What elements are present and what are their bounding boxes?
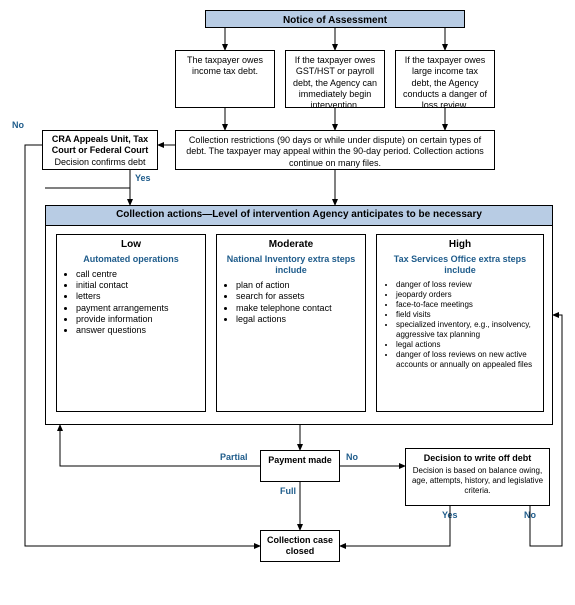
- list-item: payment arrangements: [76, 303, 200, 314]
- col-high-sub: Tax Services Office extra steps include: [382, 254, 538, 277]
- writeoff-title: Decision to write off debt: [411, 453, 544, 464]
- label-partial: Partial: [220, 452, 248, 462]
- noa-header: Notice of Assessment: [205, 10, 465, 28]
- col-low-sub: Automated operations: [62, 254, 200, 265]
- label-writeoff-yes: Yes: [442, 510, 458, 520]
- collection-actions-container: Collection actions—Level of intervention…: [45, 205, 553, 425]
- col-mod-items: plan of actionsearch for assetsmake tele…: [222, 280, 360, 325]
- list-item: legal actions: [236, 314, 360, 325]
- appeals-title: CRA Appeals Unit, Tax Court or Federal C…: [47, 134, 153, 157]
- label-writeoff-no: No: [524, 510, 536, 520]
- noa-left: The taxpayer owes income tax debt.: [175, 50, 275, 108]
- writeoff-sub: Decision is based on balance owing, age,…: [411, 466, 544, 496]
- list-item: jeopardy orders: [396, 290, 538, 300]
- payment-box: Payment made: [260, 450, 340, 482]
- appeals-sub: Decision confirms debt: [47, 157, 153, 168]
- col-mod-title: Moderate: [222, 239, 360, 252]
- col-low-items: call centreinitial contactletterspayment…: [62, 269, 200, 337]
- col-low: Low Automated operations call centreinit…: [56, 234, 206, 412]
- col-high-title: High: [382, 239, 538, 252]
- noa-right: If the taxpayer owes large income tax de…: [395, 50, 495, 108]
- list-item: provide information: [76, 314, 200, 325]
- list-item: call centre: [76, 269, 200, 280]
- list-item: danger of loss reviews on new active acc…: [396, 350, 538, 370]
- writeoff-box: Decision to write off debt Decision is b…: [405, 448, 550, 506]
- closed-box: Collection case closed: [260, 530, 340, 562]
- list-item: search for assets: [236, 291, 360, 302]
- col-low-title: Low: [62, 239, 200, 252]
- label-appeal-no: No: [12, 120, 24, 130]
- label-appeal-yes: Yes: [135, 173, 151, 183]
- list-item: initial contact: [76, 280, 200, 291]
- list-item: answer questions: [76, 325, 200, 336]
- col-mod-sub: National Inventory extra steps include: [222, 254, 360, 277]
- list-item: field visits: [396, 310, 538, 320]
- flowchart: Notice of Assessment The taxpayer owes i…: [10, 10, 565, 595]
- label-full: Full: [280, 486, 296, 496]
- list-item: make telephone contact: [236, 303, 360, 314]
- list-item: specialized inventory, e.g., insolvency,…: [396, 320, 538, 340]
- noa-mid: If the taxpayer owes GST/HST or payroll …: [285, 50, 385, 108]
- restrictions-box: Collection restrictions (90 days or whil…: [175, 130, 495, 170]
- list-item: letters: [76, 291, 200, 302]
- list-item: legal actions: [396, 340, 538, 350]
- appeals-box: CRA Appeals Unit, Tax Court or Federal C…: [42, 130, 158, 170]
- col-high: High Tax Services Office extra steps inc…: [376, 234, 544, 412]
- list-item: plan of action: [236, 280, 360, 291]
- label-payment-no: No: [346, 452, 358, 462]
- list-item: face-to-face meetings: [396, 300, 538, 310]
- list-item: danger of loss review: [396, 280, 538, 290]
- collection-actions-header: Collection actions—Level of intervention…: [46, 206, 552, 226]
- col-high-items: danger of loss reviewjeopardy ordersface…: [382, 280, 538, 370]
- col-mod: Moderate National Inventory extra steps …: [216, 234, 366, 412]
